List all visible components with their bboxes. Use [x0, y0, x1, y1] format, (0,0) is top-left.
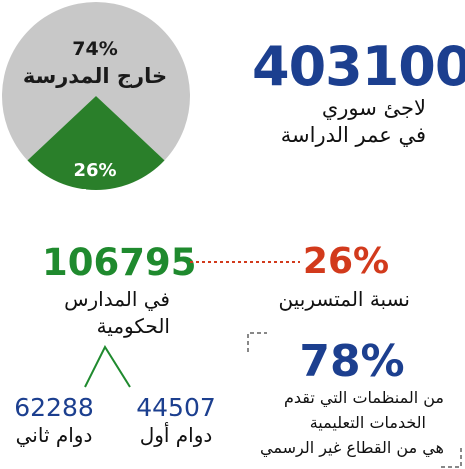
public-schools-line2: الحكومية [96, 314, 170, 338]
refugees-caption-line2: في عمر الدراسة [280, 123, 426, 147]
refugees-caption-line1: لاجئ سوري [321, 96, 426, 120]
split-lines [84, 345, 131, 388]
first-shift-number: 44507 [136, 393, 216, 422]
enrolled-label: مسجلين [52, 186, 138, 210]
public-schools-line1: في المدارس [64, 287, 170, 311]
dropout-percent: 26% [302, 241, 390, 282]
ngo-line1: من المنظمات التي تقدم [283, 388, 444, 407]
second-shift-label: دوام ثاني [15, 423, 93, 447]
ngo-percent: 78% [299, 336, 405, 387]
out-of-school-percent: 74% [72, 38, 118, 60]
dropout-label: نسبة المتسربين [278, 287, 410, 311]
out-of-school-label: خارج المدرسة [22, 64, 168, 88]
refugees-number: 403100 [252, 35, 465, 98]
ngo-line2: الخدمات التعليمية [309, 413, 426, 432]
first-shift-label: دوام أول [139, 423, 213, 447]
public-schools-number: 106795 [42, 241, 197, 284]
pie-slice-out-of-school [1, 1, 190, 161]
second-shift-number: 62288 [14, 393, 94, 422]
ngo-line3: هي من القطاع غير الرسمي [260, 438, 444, 457]
enrolled-percent: 26% [73, 160, 117, 181]
pie-chart [1, 1, 190, 190]
dotted-connector [190, 261, 300, 263]
dashed-bracket [247, 332, 462, 468]
pie-slice-enrolled [27, 96, 165, 190]
